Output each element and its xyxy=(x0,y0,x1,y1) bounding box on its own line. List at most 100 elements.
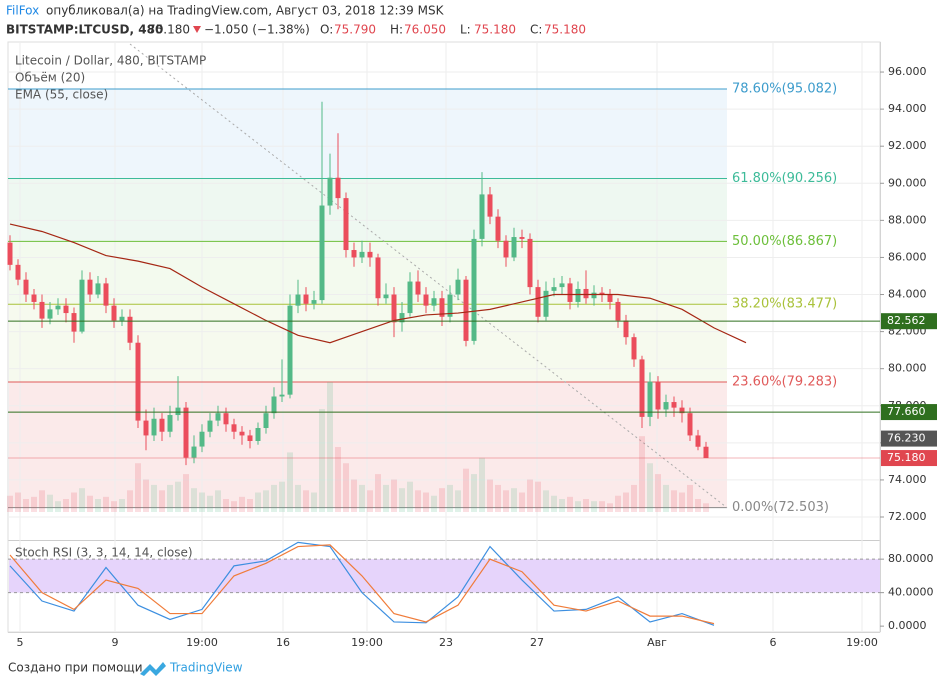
stoch-tick-label: 40.0000 xyxy=(888,586,934,599)
volume-bar xyxy=(591,501,597,512)
candle-body xyxy=(447,294,453,317)
tradingview-logo[interactable] xyxy=(140,662,166,676)
x-tick-label: 19:00 xyxy=(351,636,383,649)
volume-bar xyxy=(479,457,485,512)
candle-body xyxy=(239,431,245,436)
volume-bar xyxy=(679,492,685,512)
volume-bar xyxy=(167,484,173,512)
volume-bar xyxy=(407,481,413,512)
fib-band xyxy=(9,89,727,179)
y-tick-label: 92.000 xyxy=(888,139,927,152)
volume-bar xyxy=(431,495,437,512)
volume-bar xyxy=(63,499,69,512)
candle-body xyxy=(591,292,597,299)
candle-body xyxy=(39,301,45,319)
candle-body xyxy=(343,198,349,251)
volume-bar xyxy=(191,488,197,512)
ohlc-value: 75.180 xyxy=(544,23,586,37)
volume-bar xyxy=(391,479,397,512)
x-tick-label: Авг xyxy=(647,636,667,649)
candle-body xyxy=(7,242,13,265)
candle-body xyxy=(471,238,477,341)
volume-bar xyxy=(327,382,333,512)
volume-bar xyxy=(87,495,93,512)
candle-body xyxy=(431,298,437,306)
footer-text: Создано при помощи xyxy=(8,661,143,675)
volume-bar xyxy=(367,490,373,512)
candle-body xyxy=(423,294,429,306)
ohlc-value: 75.790 xyxy=(334,23,376,37)
volume-bar xyxy=(503,490,509,512)
volume-bar xyxy=(151,484,157,512)
candle-body xyxy=(31,294,37,302)
volume-bar xyxy=(583,499,589,512)
candle-body xyxy=(479,194,485,239)
y-tick-label: 72.000 xyxy=(888,510,927,523)
volume-bar xyxy=(671,490,677,512)
ohlc-label: C: xyxy=(530,23,542,37)
candle-body xyxy=(535,287,541,317)
price-box-label: 77.660 xyxy=(887,405,926,418)
fib-band xyxy=(9,381,727,508)
candle-body xyxy=(23,279,29,295)
volume-bar xyxy=(607,503,613,512)
volume-bar xyxy=(31,496,37,512)
y-tick-label: 88.000 xyxy=(888,213,927,226)
candle-body xyxy=(311,300,317,304)
price-box-label: 76.230 xyxy=(887,432,926,445)
ohlc-label: L: xyxy=(460,23,471,37)
candle-body xyxy=(575,288,581,302)
y-tick-label: 74.000 xyxy=(888,473,927,486)
candle-body xyxy=(567,283,573,302)
candle-body xyxy=(663,402,669,410)
candle-body xyxy=(695,435,701,447)
volume-bar xyxy=(567,496,573,512)
author[interactable]: FilFox xyxy=(6,4,39,18)
candle-body xyxy=(159,418,165,432)
volume-bar xyxy=(239,496,245,512)
volume-bar xyxy=(495,484,501,512)
volume-bar xyxy=(695,499,701,512)
fib-label: 38.20%(83.477) xyxy=(732,297,837,312)
y-tick-label: 94.000 xyxy=(888,102,927,115)
candle-body xyxy=(511,237,517,258)
volume-bar xyxy=(511,488,517,512)
price-box-label: 75.180 xyxy=(887,451,926,464)
candle-body xyxy=(623,320,629,338)
volume-bar xyxy=(95,499,101,512)
price-box xyxy=(881,313,937,330)
volume-bar xyxy=(175,481,181,512)
candle-body xyxy=(103,283,109,306)
volume-bar xyxy=(71,492,77,512)
candle-body xyxy=(367,251,373,258)
volume-bar xyxy=(423,492,429,512)
x-tick-label: 9 xyxy=(112,636,119,649)
x-tick-label: 6 xyxy=(770,636,777,649)
volume-bar xyxy=(135,463,141,512)
footer-brand[interactable]: TradingView xyxy=(169,661,243,675)
last-price: 75.180 xyxy=(148,23,190,37)
volume-bar xyxy=(39,490,45,512)
volume-bar xyxy=(255,492,261,512)
candle-body xyxy=(375,257,381,299)
volume-bar xyxy=(383,484,389,512)
candle-body xyxy=(583,288,589,299)
volume-bar xyxy=(463,468,469,512)
candle-body xyxy=(319,205,325,301)
volume-bar xyxy=(551,495,557,512)
candle-body xyxy=(119,316,125,321)
legend-ema: EMA (55, close) xyxy=(15,88,108,102)
candle-body xyxy=(703,446,709,459)
volume-bar xyxy=(15,492,21,512)
volume-bar xyxy=(183,474,189,512)
price-box xyxy=(881,404,937,421)
volume-bar xyxy=(47,494,53,512)
stoch-tick-label: 80.0000 xyxy=(888,552,934,565)
candle-body xyxy=(351,250,357,258)
legend-main: Litecoin / Dollar, 480, BITSTAMP xyxy=(15,54,206,68)
volume-bar xyxy=(487,479,493,512)
candle-body xyxy=(207,420,213,432)
fib-label: 78.60%(95.082) xyxy=(732,82,837,97)
volume-bar xyxy=(703,503,709,512)
